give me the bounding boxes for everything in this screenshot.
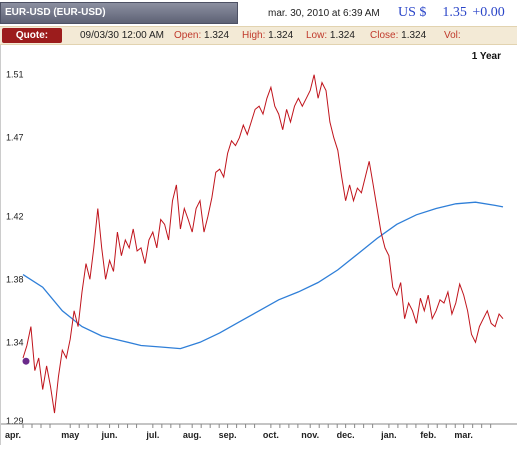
close-label: Close: (370, 30, 399, 41)
quote-bar: Quote: 09/03/30 12:00 AM Open: 1.324 Hig… (0, 26, 517, 45)
period-label: 1 Year (472, 51, 501, 62)
x-tick-label: dec. (337, 430, 355, 440)
quote-date: 09/03/30 12:00 AM (80, 30, 164, 41)
x-tick-label: mar. (454, 430, 473, 440)
open-value: 1.324 (204, 30, 230, 41)
quote-datetime: mar. 30, 2010 at 6:39 AM (268, 8, 380, 19)
x-tick-label: may (61, 430, 79, 440)
y-tick-label: 1.51 (6, 70, 24, 80)
price-change: +0.00 (472, 5, 505, 20)
open-label: Open: (174, 30, 202, 41)
last-price: 1.35 (442, 5, 467, 20)
x-tick-label: feb. (420, 430, 436, 440)
y-tick-label: 1.34 (6, 337, 24, 347)
price-display: US $ 1.35 +0.00 (398, 5, 505, 21)
price-chart[interactable]: 1 Year 1.51 1.47 1.42 1.38 1.34 1.29 apr. may j… (1, 45, 517, 445)
vol-label: Vol: (444, 30, 461, 41)
x-tick-label: sep. (219, 430, 237, 440)
currency-label: US $ (398, 5, 427, 20)
symbol-title: EUR-USD (EUR-USD) (5, 7, 106, 18)
y-axis: 1.51 1.47 1.42 1.38 1.34 1.29 (6, 70, 24, 426)
y-tick-label: 1.29 (6, 416, 24, 426)
x-tick-label: apr. (5, 430, 21, 440)
low-label: Low: (306, 30, 328, 41)
y-tick-label: 1.42 (6, 211, 24, 221)
price-line (22, 74, 504, 414)
close-value: 1.324 (401, 30, 427, 41)
high-value: 1.324 (268, 30, 294, 41)
symbol-tab[interactable]: EUR-USD (EUR-USD) (0, 2, 238, 24)
current-marker (22, 357, 30, 365)
x-axis: apr. may jun. jul. aug. sep. oct. nov. dec. jan. f… (1, 423, 517, 440)
x-tick-label: jan. (380, 430, 397, 440)
y-tick-label: 1.38 (6, 274, 24, 284)
x-tick-label: jun. (101, 430, 118, 440)
x-tick-label: nov. (301, 430, 319, 440)
chart-header: EUR-USD (EUR-USD) mar. 30, 2010 at 6:39 … (0, 0, 517, 26)
quote-button[interactable]: Quote: (2, 28, 62, 43)
moving-average-line (22, 201, 504, 350)
x-tick-label: jul. (145, 430, 159, 440)
x-tick-label: aug. (183, 430, 202, 440)
high-label: High: (242, 30, 266, 41)
y-tick-label: 1.47 (6, 133, 24, 143)
chart-area[interactable]: 1 Year 1.51 1.47 1.42 1.38 1.34 1.29 apr. may j… (0, 45, 517, 445)
low-value: 1.324 (329, 30, 355, 41)
x-tick-label: oct. (263, 430, 279, 440)
